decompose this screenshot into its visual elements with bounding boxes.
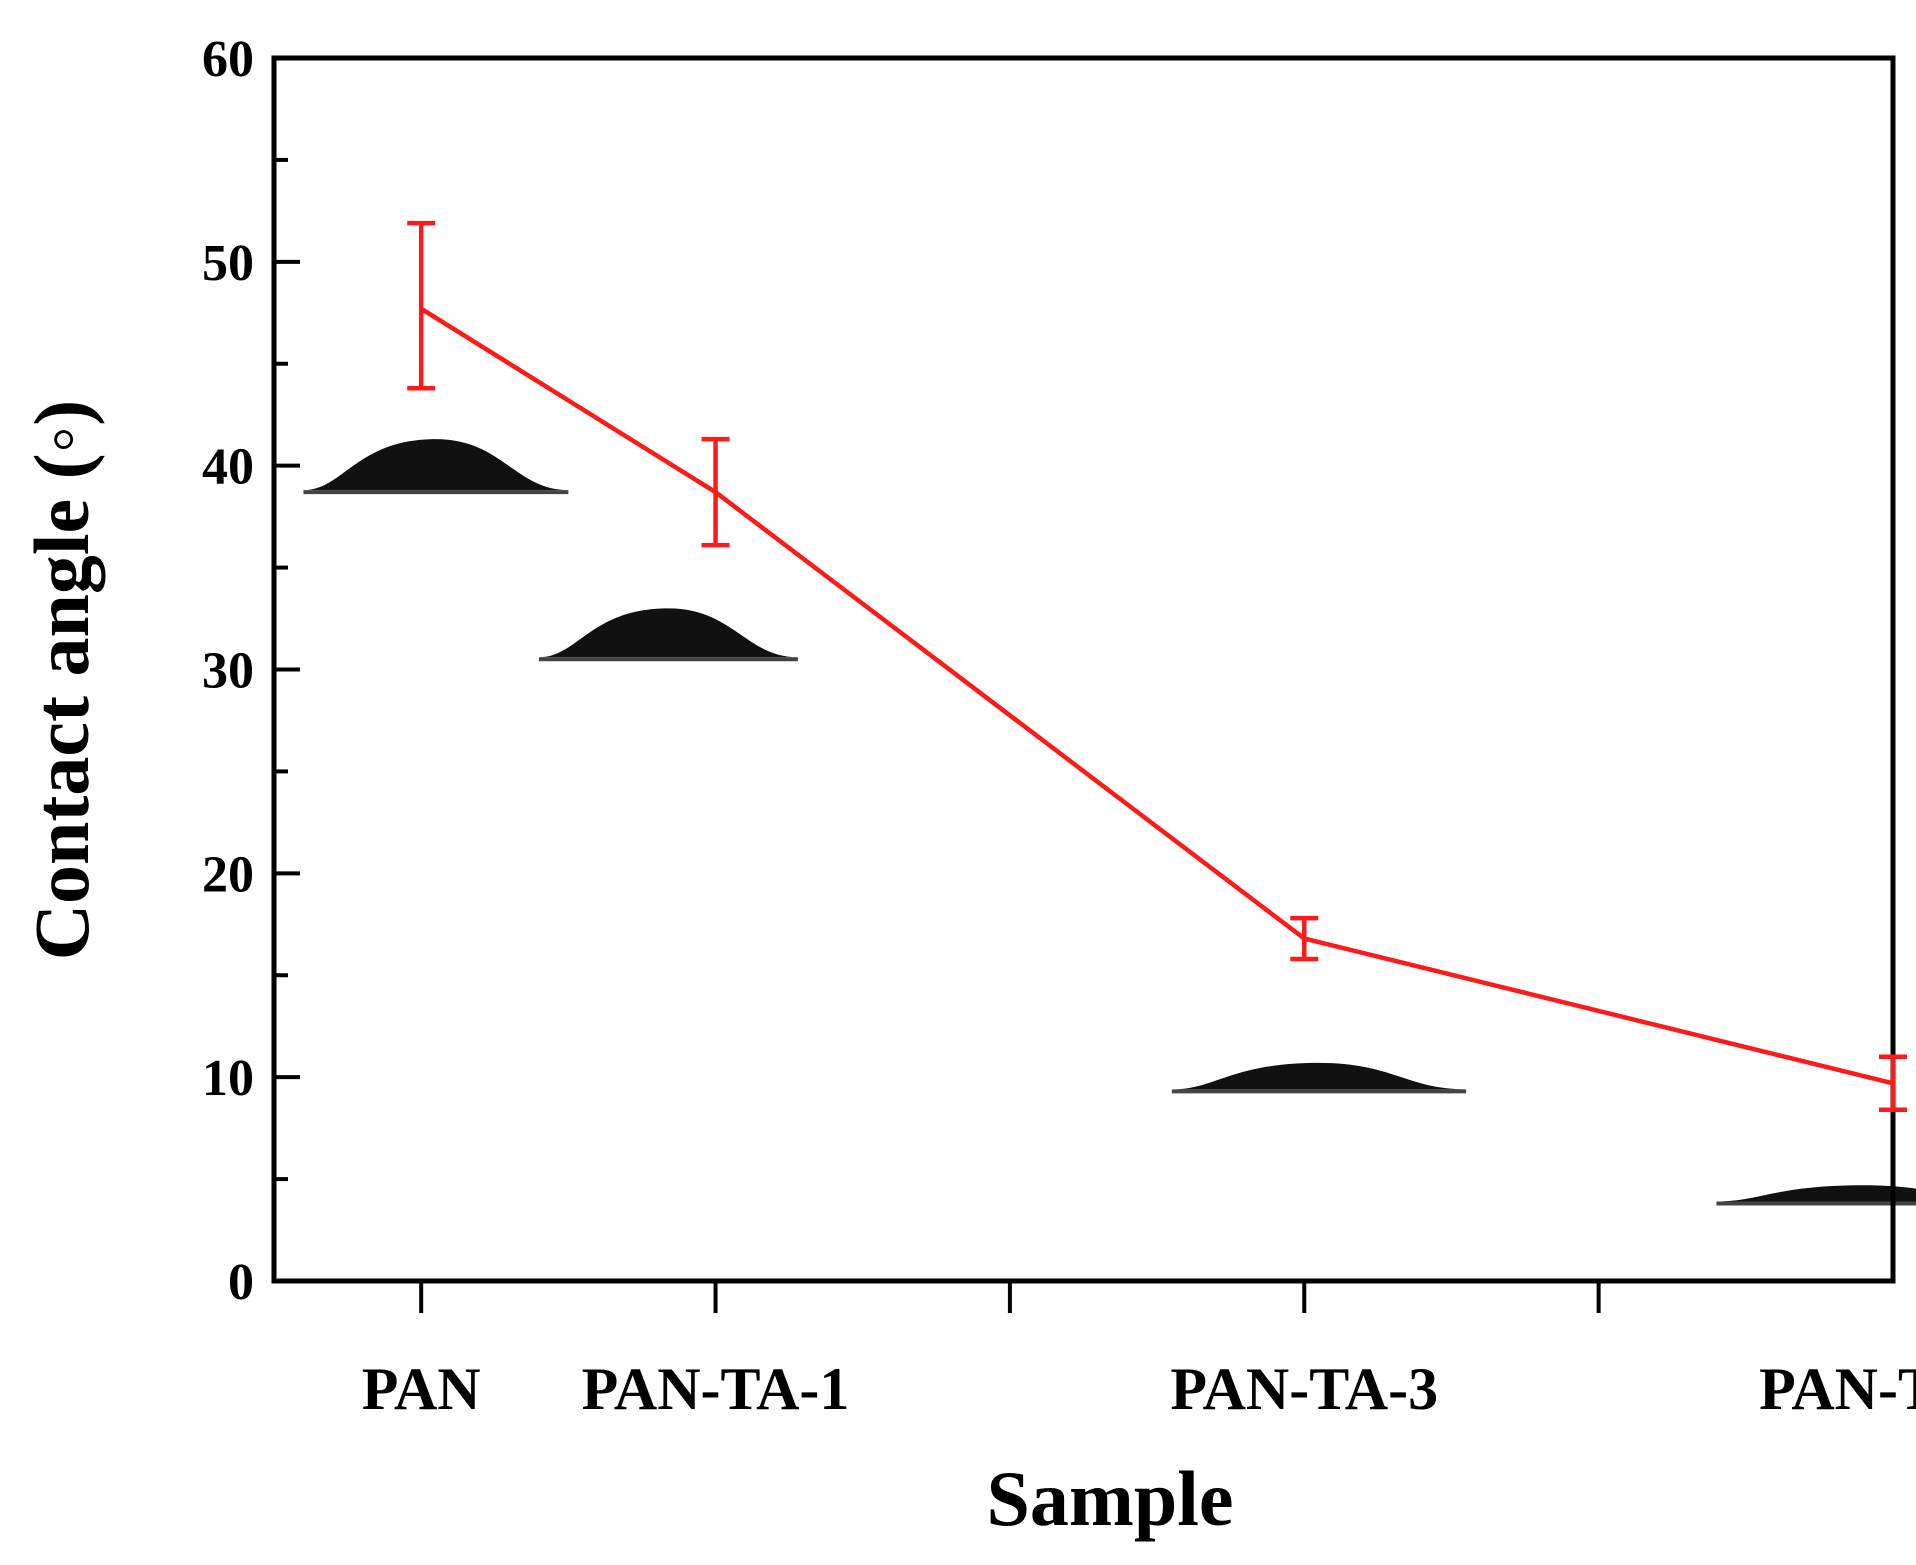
x-category-label: PAN-TA-3 bbox=[1170, 1356, 1438, 1422]
plot-frame bbox=[271, 55, 1896, 1284]
tick-labels: 0 10 20 30 40 50 60 PAN PAN-TA-1 PAN-TA-3 PAN-TA-5 bbox=[202, 31, 1916, 1422]
droplet-images bbox=[303, 439, 1916, 1206]
axes bbox=[271, 55, 1896, 1284]
y-tick-label: 60 bbox=[202, 31, 254, 88]
y-tick-label: 0 bbox=[228, 1254, 254, 1311]
y-axis-title: Contact angle (◦) bbox=[18, 400, 105, 961]
x-axis-title: Sample bbox=[986, 1455, 1233, 1542]
x-category-label: PAN-TA-5 bbox=[1759, 1356, 1916, 1422]
y-tick-label: 40 bbox=[202, 439, 254, 496]
y-tick-label: 20 bbox=[202, 846, 254, 903]
y-tick-label: 30 bbox=[202, 643, 254, 700]
y-tick-label: 10 bbox=[202, 1050, 254, 1107]
series-line bbox=[419, 306, 1894, 1086]
droplet-pan-ta-5 bbox=[1716, 1185, 1916, 1202]
droplet-pan-ta-3 bbox=[1171, 1062, 1467, 1090]
x-category-label: PAN-TA-1 bbox=[582, 1356, 850, 1422]
droplet-pan-ta-1 bbox=[538, 608, 798, 658]
y-tick-label: 50 bbox=[202, 235, 254, 292]
droplet-pan bbox=[303, 439, 569, 491]
x-category-label: PAN bbox=[362, 1356, 481, 1422]
data-series bbox=[407, 220, 1907, 1113]
axis-ticks bbox=[274, 56, 1601, 1313]
